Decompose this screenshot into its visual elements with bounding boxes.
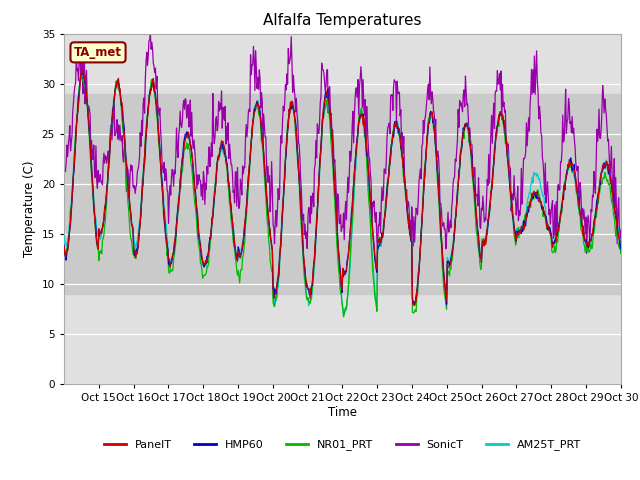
Bar (64, 94, 621, 294)
Title: Alfalfa Temperatures: Alfalfa Temperatures (263, 13, 422, 28)
X-axis label: Time: Time (328, 406, 357, 419)
Y-axis label: Temperature (C): Temperature (C) (23, 160, 36, 257)
Legend: PanelT, HMP60, NR01_PRT, SonicT, AM25T_PRT: PanelT, HMP60, NR01_PRT, SonicT, AM25T_P… (99, 435, 586, 455)
Text: TA_met: TA_met (74, 46, 122, 59)
